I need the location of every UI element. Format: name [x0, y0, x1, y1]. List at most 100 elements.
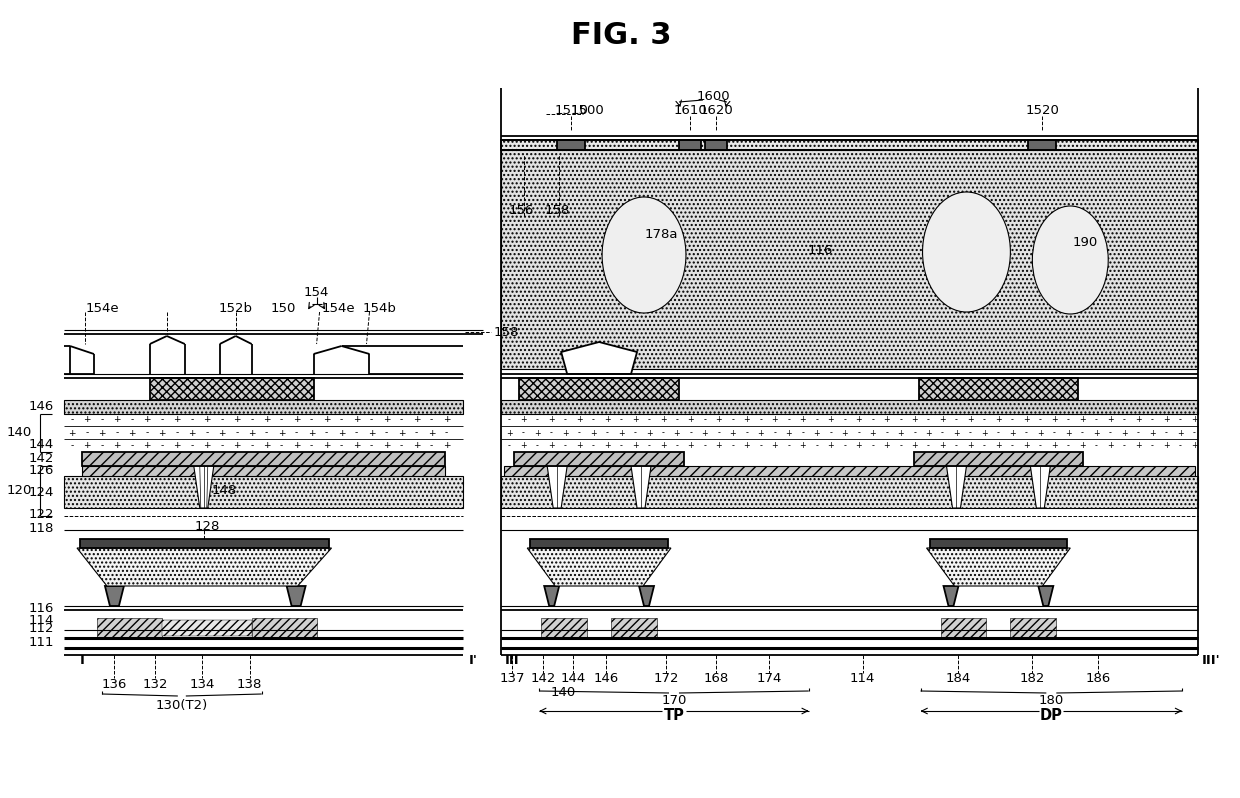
Text: +: +	[715, 441, 722, 451]
Text: 182: 182	[1019, 671, 1045, 685]
Text: +: +	[1190, 441, 1198, 451]
Text: -: -	[508, 441, 511, 451]
Text: -: -	[913, 429, 916, 437]
Bar	[531, 539, 668, 548]
Text: -: -	[1109, 429, 1112, 437]
Text: -: -	[620, 441, 622, 451]
Text: -: -	[872, 441, 874, 451]
Text: +: +	[842, 429, 848, 437]
Text: +: +	[856, 441, 862, 451]
Text: +: +	[575, 441, 583, 451]
Text: +: +	[443, 441, 450, 451]
Text: 134: 134	[188, 678, 215, 692]
Text: +: +	[278, 429, 285, 437]
Text: +: +	[939, 416, 946, 425]
Bar	[680, 140, 701, 150]
Text: 136: 136	[102, 678, 126, 692]
Text: -: -	[280, 416, 283, 425]
Polygon shape	[286, 586, 305, 606]
Text: +: +	[218, 429, 226, 437]
Text: +: +	[604, 416, 610, 425]
Text: -: -	[928, 416, 930, 425]
Text: 168: 168	[703, 671, 729, 685]
Text: -: -	[801, 429, 805, 437]
Text: +: +	[203, 416, 211, 425]
Text: -: -	[1122, 441, 1126, 451]
Ellipse shape	[1033, 206, 1109, 314]
Text: -: -	[1179, 416, 1182, 425]
Text: 178a: 178a	[645, 228, 678, 242]
Text: +: +	[248, 429, 255, 437]
Text: -: -	[1095, 416, 1097, 425]
Text: +: +	[143, 416, 150, 425]
Text: -: -	[787, 441, 790, 451]
Text: -: -	[221, 441, 223, 451]
Text: III: III	[505, 654, 518, 667]
Text: 184: 184	[946, 671, 971, 685]
Text: +: +	[83, 441, 91, 451]
Text: +: +	[1079, 441, 1085, 451]
Text: -: -	[370, 416, 373, 425]
Text: 122: 122	[29, 508, 55, 520]
Text: +: +	[534, 429, 541, 437]
Text: 172: 172	[653, 671, 678, 685]
Text: +: +	[631, 441, 639, 451]
Text: +: +	[996, 416, 1002, 425]
Text: +: +	[688, 441, 694, 451]
Text: -: -	[1151, 441, 1153, 451]
Text: -: -	[384, 429, 388, 437]
Text: +: +	[954, 429, 960, 437]
Text: -: -	[745, 429, 748, 437]
Text: I: I	[79, 654, 84, 667]
Text: 138: 138	[237, 678, 263, 692]
Text: -: -	[1039, 416, 1042, 425]
Polygon shape	[544, 586, 559, 606]
Text: III': III'	[1202, 654, 1220, 667]
Text: +: +	[646, 429, 652, 437]
Text: +: +	[143, 441, 150, 451]
Text: -: -	[1053, 429, 1055, 437]
Bar	[82, 452, 445, 466]
Polygon shape	[541, 618, 587, 638]
Text: +: +	[996, 441, 1002, 451]
Polygon shape	[562, 342, 637, 374]
Text: 180: 180	[1039, 694, 1064, 708]
Text: 152b: 152b	[218, 302, 253, 314]
Text: -: -	[941, 429, 944, 437]
Text: +: +	[1163, 416, 1169, 425]
Text: -: -	[100, 441, 104, 451]
Text: +: +	[562, 429, 568, 437]
Bar	[501, 140, 1198, 150]
Text: -: -	[983, 441, 986, 451]
Text: +: +	[1107, 441, 1114, 451]
Text: -: -	[71, 416, 73, 425]
Polygon shape	[1030, 466, 1050, 508]
Text: 132: 132	[143, 678, 167, 692]
Text: +: +	[715, 416, 722, 425]
Text: -: -	[662, 429, 665, 437]
Text: 1520: 1520	[1025, 105, 1059, 117]
Bar	[501, 476, 1198, 508]
Text: +: +	[785, 429, 792, 437]
Text: -: -	[703, 441, 707, 451]
Bar	[64, 476, 464, 508]
Text: +: +	[548, 441, 554, 451]
Text: +: +	[827, 441, 835, 451]
Text: 1620: 1620	[701, 105, 734, 117]
Text: -: -	[843, 416, 846, 425]
Polygon shape	[105, 586, 124, 606]
Text: +: +	[939, 441, 946, 451]
Text: +: +	[383, 441, 391, 451]
Text: +: +	[233, 416, 241, 425]
Text: +: +	[1092, 429, 1100, 437]
Text: +: +	[1135, 441, 1142, 451]
Text: 190: 190	[1073, 235, 1097, 248]
Text: +: +	[631, 416, 639, 425]
Text: -: -	[115, 429, 119, 437]
Text: +: +	[898, 429, 904, 437]
Text: -: -	[774, 429, 776, 437]
Text: -: -	[703, 416, 707, 425]
Text: -: -	[265, 429, 268, 437]
Text: 156: 156	[508, 203, 534, 216]
Bar	[501, 400, 1198, 414]
